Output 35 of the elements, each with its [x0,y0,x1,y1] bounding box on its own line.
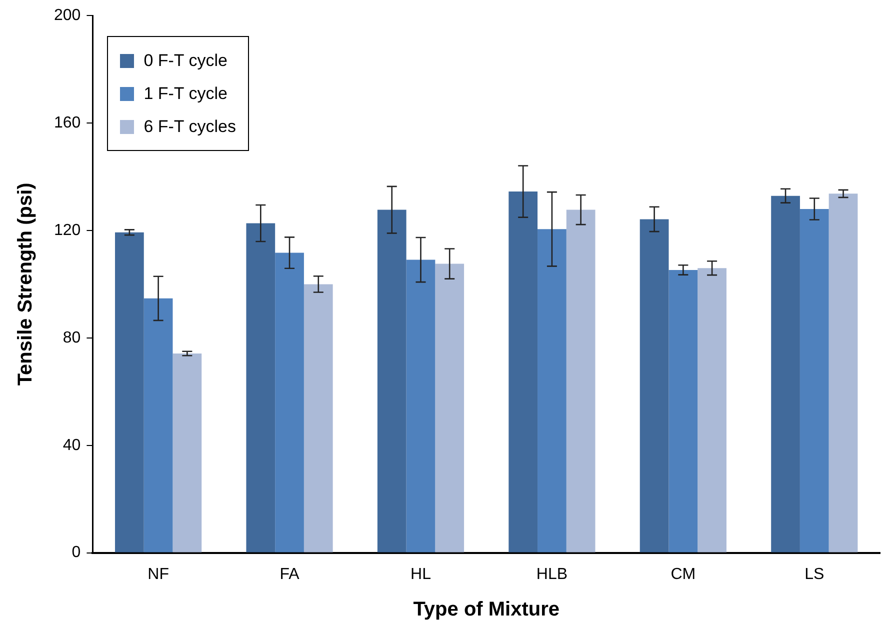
bar [246,223,276,552]
x-tick-label: CM [670,566,696,583]
bar [172,354,202,552]
bar [698,268,726,552]
y-tick-label: 40 [62,436,81,454]
bar [275,252,304,552]
bar [406,260,436,552]
y-tick-label: 80 [62,329,81,346]
bar [800,208,829,552]
x-tick-label: HL [410,566,432,583]
legend-label: 6 F-T cycles [144,117,236,138]
x-tick-label: LS [804,566,824,583]
y-tick-label: 120 [54,222,81,239]
bar [435,264,464,552]
bar [668,270,698,552]
x-tick-label: HLB [536,566,568,583]
bar [144,298,173,552]
y-axis-title: Tensile Strength (psi) [14,182,37,386]
y-tick-label: 0 [72,544,81,562]
bar [828,194,858,552]
bar [640,219,669,552]
legend-label: 0 F-T cycle [144,51,228,72]
y-tick-label: 160 [54,114,81,132]
x-axis-title: Type of Mixture [413,598,560,621]
bar [377,210,406,552]
bar [771,196,800,552]
bar [304,284,333,552]
x-tick-label: FA [280,566,300,583]
bar [566,210,596,552]
legend-label: 1 F-T cycle [144,84,228,104]
y-tick-label: 200 [54,7,81,24]
bar [538,229,566,552]
bar [115,232,144,552]
x-tick-label: NF [148,566,170,583]
bar [508,192,538,552]
